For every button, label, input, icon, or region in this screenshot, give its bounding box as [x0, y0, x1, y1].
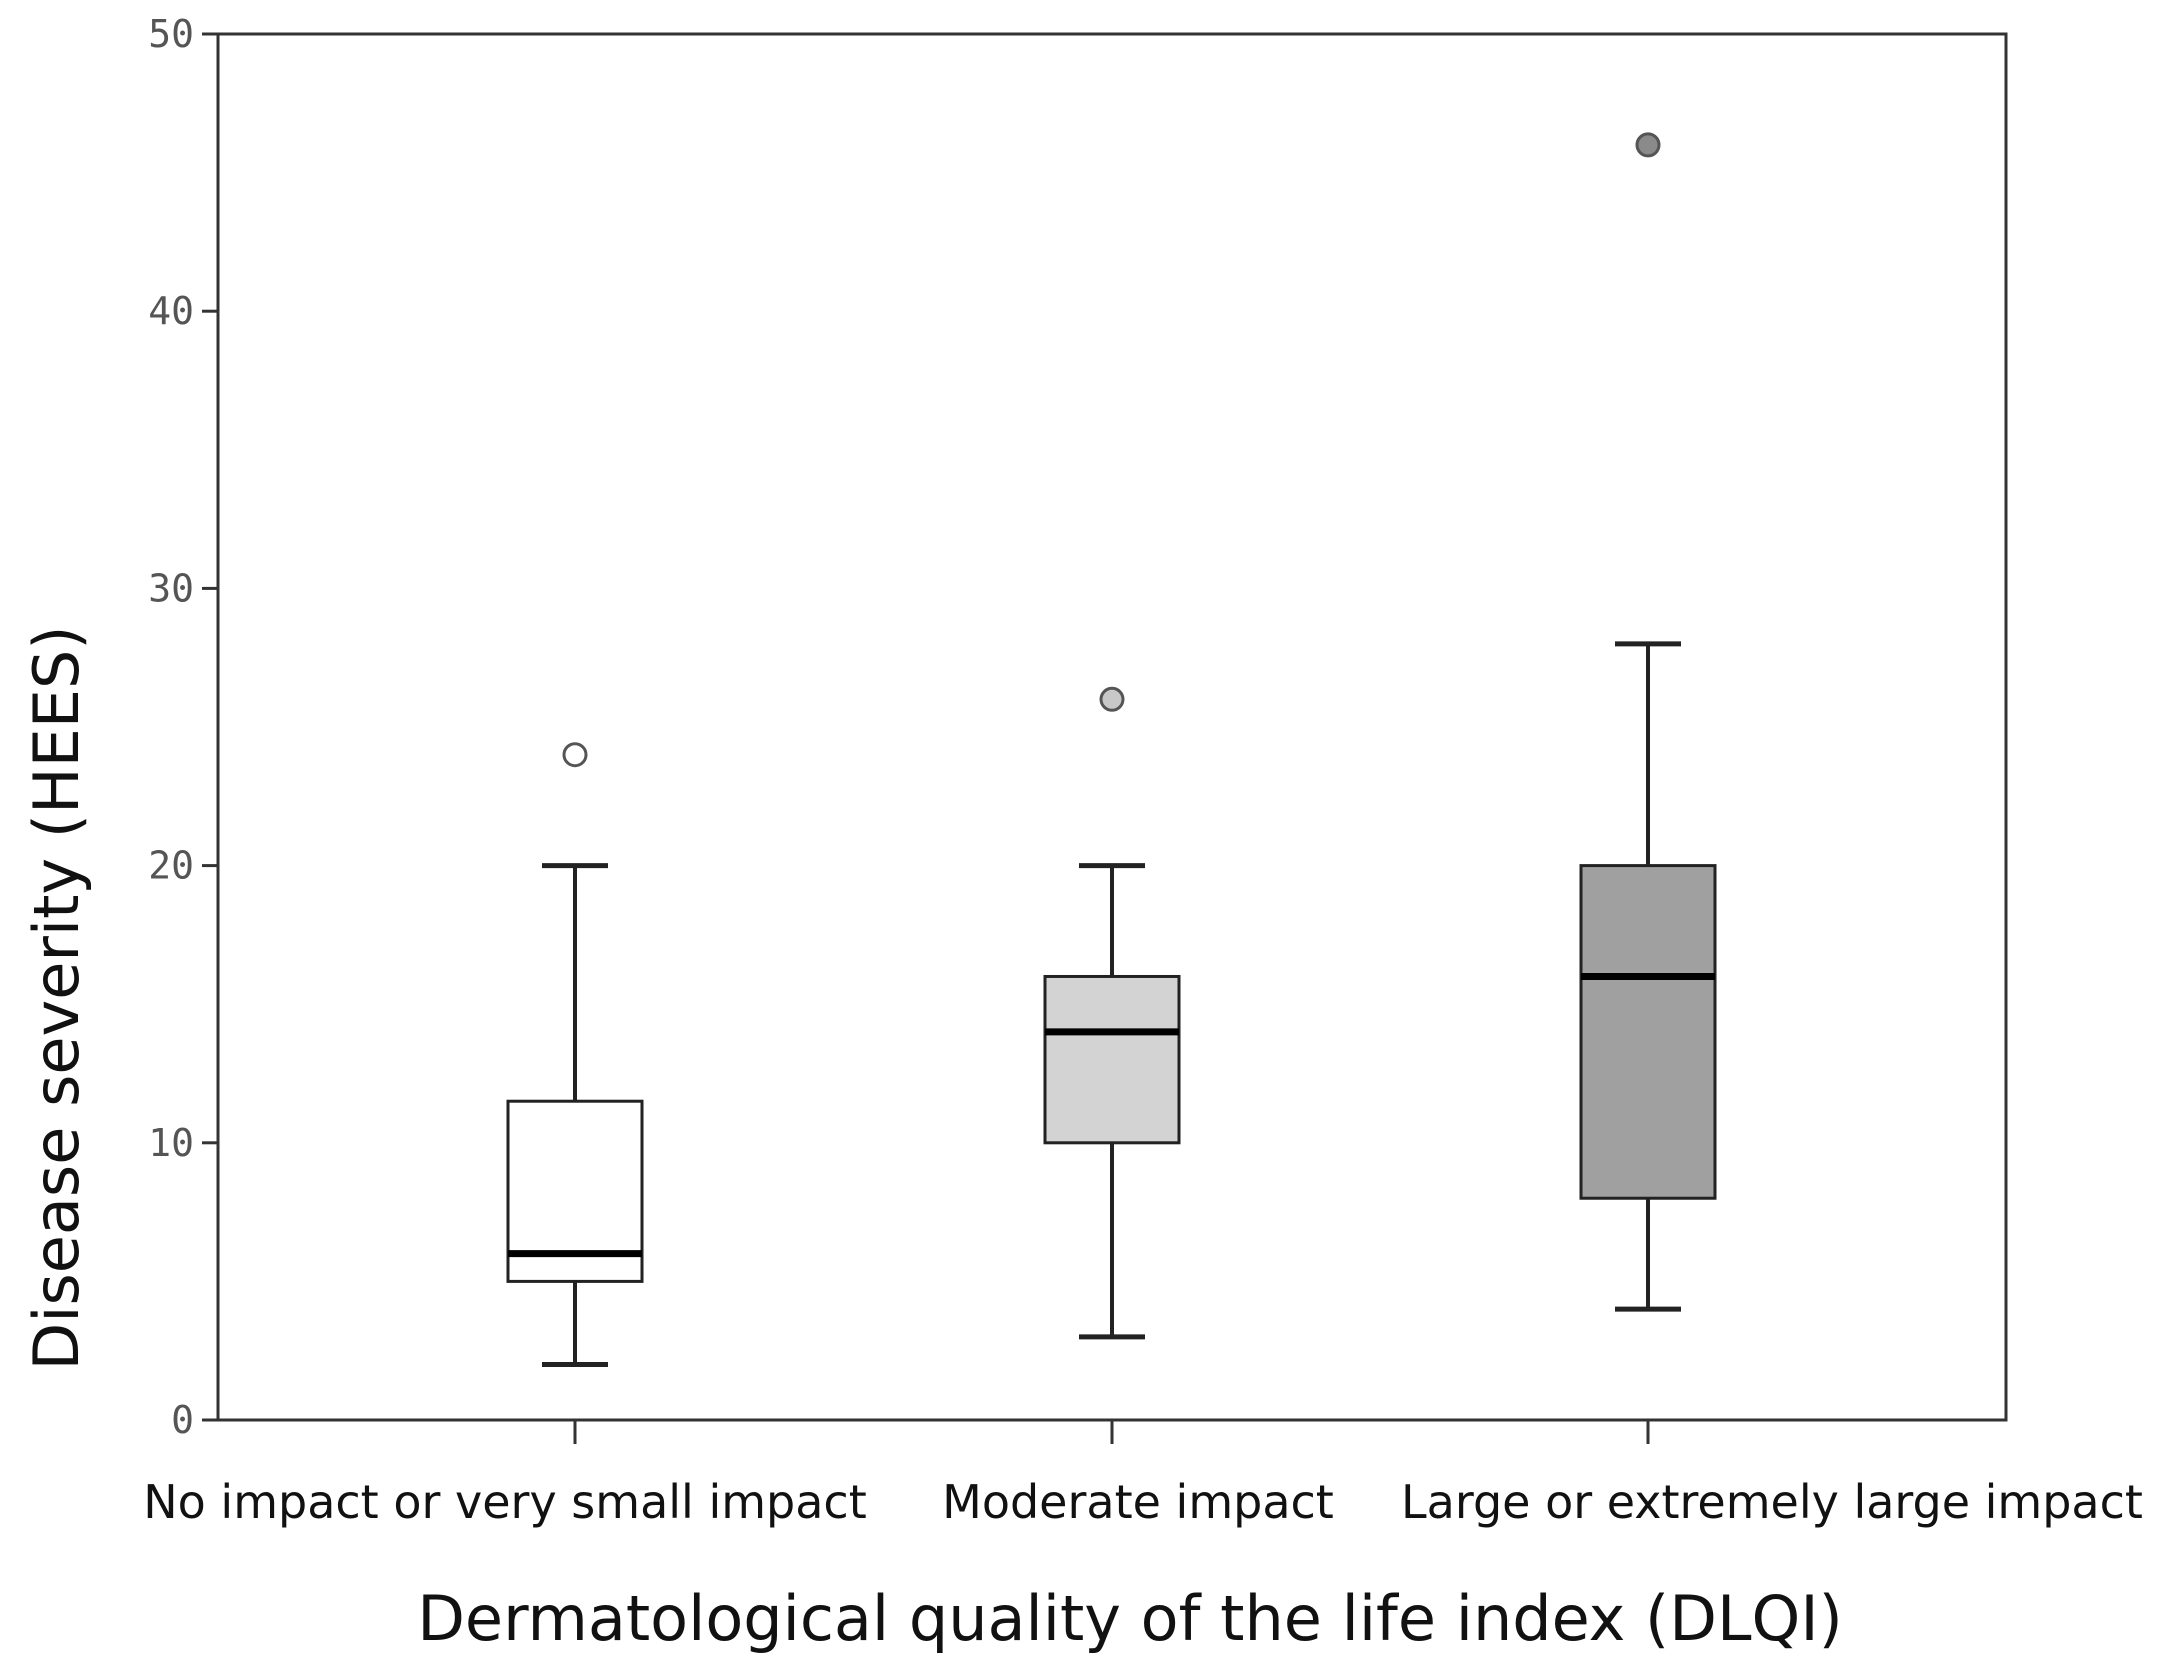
y-axis-title: Disease severity (HEES): [20, 626, 93, 1371]
y-tick-label-30: 30: [148, 566, 194, 610]
y-tick-label-50: 50: [148, 12, 194, 56]
outlier-point-3-1: [1635, 132, 1661, 158]
x-category-label-3: Large or extremely large impact: [1401, 1475, 2143, 1529]
box-group-1: [506, 742, 644, 1368]
outlier-point-1-1: [562, 742, 588, 768]
y-tick-label-40: 40: [148, 289, 194, 333]
y-axis: 0 10 20 30 40 50: [148, 12, 218, 1442]
y-tick-label-0: 0: [171, 1398, 194, 1442]
boxes-layer: [506, 132, 1717, 1368]
x-category-label-1: No impact or very small impact: [143, 1475, 867, 1529]
box-group-2: [1043, 686, 1181, 1340]
outlier-point-2-1: [1099, 686, 1125, 712]
y-tick-label-10: 10: [148, 1121, 194, 1165]
box-group-3: [1579, 132, 1717, 1312]
x-axis: No impact or very small impact Moderate i…: [143, 1420, 2143, 1529]
x-category-label-2: Moderate impact: [942, 1475, 1334, 1529]
iqr-box-2: [1043, 974, 1181, 1145]
iqr-box-3: [1579, 864, 1717, 1200]
y-tick-label-20: 20: [148, 844, 194, 888]
x-axis-title: Dermatological quality of the life index…: [417, 1582, 1843, 1655]
